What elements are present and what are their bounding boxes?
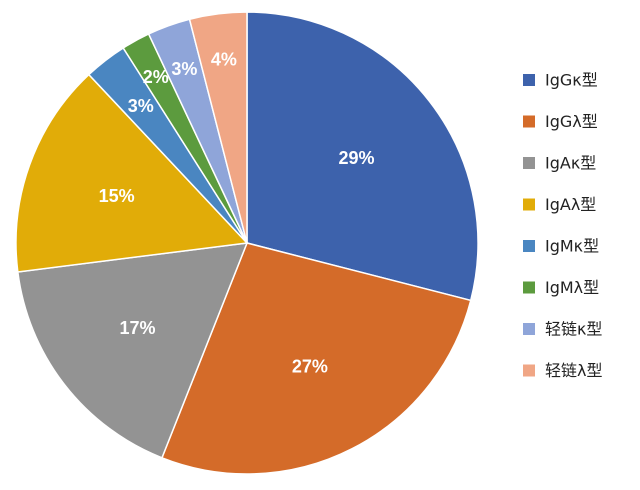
pie-slice — [15, 73, 249, 273]
legend-label: IgMκ型 — [545, 237, 599, 256]
legend-item: 轻链κ型 — [523, 320, 602, 339]
pie-slice-labels: 29%27%17%15%3%2% 3% 4% — [99, 50, 375, 377]
legend-label: 轻链λ型 — [545, 361, 602, 380]
legend-swatch — [523, 281, 535, 294]
legend-label: IgGλ型 — [545, 112, 598, 131]
legend-item: 轻链λ型 — [523, 361, 602, 380]
legend-item: IgGκ型 — [523, 71, 598, 90]
legend-swatch — [523, 198, 535, 211]
pie-slices — [15, 11, 479, 475]
legend-label: IgAκ型 — [545, 154, 596, 173]
legend-item: IgGλ型 — [523, 112, 598, 131]
pie-slice — [16, 242, 249, 459]
slice-value-label: 3% — [128, 96, 154, 116]
legend-label: IgGκ型 — [545, 71, 598, 90]
legend-item: IgMκ型 — [523, 237, 599, 256]
legend-item: IgMλ型 — [523, 278, 599, 297]
slice-value-label: 17% — [119, 318, 155, 338]
legend-swatch — [523, 115, 535, 128]
slice-value-label: 29% — [338, 148, 374, 168]
legend-swatch — [523, 364, 535, 377]
legend-item: IgAκ型 — [523, 154, 596, 173]
slice-value-label: 3% — [171, 59, 197, 79]
pie-slice — [188, 11, 248, 244]
slice-value-label: 27% — [292, 356, 328, 376]
pie-slice — [246, 11, 479, 302]
legend-label: 轻链κ型 — [545, 320, 602, 339]
slice-value-label: 2% — [143, 67, 169, 87]
legend-item: IgAλ型 — [523, 195, 596, 214]
legend-swatch — [523, 74, 535, 86]
legend-swatch — [523, 240, 535, 252]
legend-swatch — [523, 157, 535, 169]
legend-label: IgAλ型 — [545, 195, 596, 214]
legend-swatch — [523, 323, 535, 335]
pie-slice — [160, 242, 472, 475]
slice-value-label: 15% — [99, 186, 135, 206]
slice-value-label: 4% — [211, 50, 237, 70]
legend-label: IgMλ型 — [545, 278, 599, 297]
